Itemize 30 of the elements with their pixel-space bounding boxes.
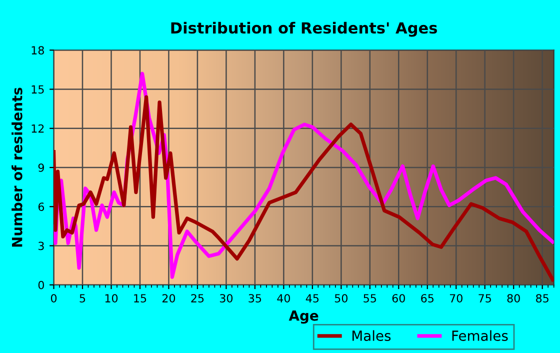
y-axis-title: Number of residents: [12, 88, 22, 247]
x-tick-label: 80: [507, 294, 520, 302]
x-tick-label: 60: [392, 294, 405, 302]
x-tick-label: 20: [162, 294, 176, 302]
y-tick-label: 18: [32, 46, 44, 55]
x-tick-label: 30: [220, 294, 233, 302]
legend-label: Males: [352, 330, 391, 341]
y-tick-label: 15: [32, 85, 44, 94]
y-tick-label: 0: [38, 280, 44, 290]
x-tick-label: 5: [80, 294, 86, 302]
x-tick-label: 15: [134, 294, 146, 302]
x-tick-label: 0: [50, 294, 57, 302]
x-tick-label: 25: [191, 294, 204, 302]
x-tick-label: 55: [364, 294, 376, 302]
x-tick-label: 65: [421, 294, 434, 302]
y-tick-label: 3: [38, 242, 44, 250]
x-tick-label: 75: [478, 294, 491, 302]
x-tick-label: 10: [105, 294, 118, 302]
x-tick-label: 45: [306, 294, 319, 302]
x-tick-label: 50: [334, 294, 348, 302]
x-tick-label: 70: [450, 294, 462, 302]
y-tick-label: 12: [32, 124, 44, 133]
y-tick-label: 6: [38, 202, 44, 211]
x-tick-label: 40: [277, 294, 290, 302]
y-tick-label: 9: [38, 163, 44, 172]
x-axis-title: Age: [288, 310, 318, 324]
x-tick-label: 35: [248, 294, 262, 302]
x-tick-label: 85: [536, 294, 548, 302]
legend-label: Females: [452, 330, 508, 341]
chart-title: Distribution of Residents' Ages: [171, 22, 437, 37]
